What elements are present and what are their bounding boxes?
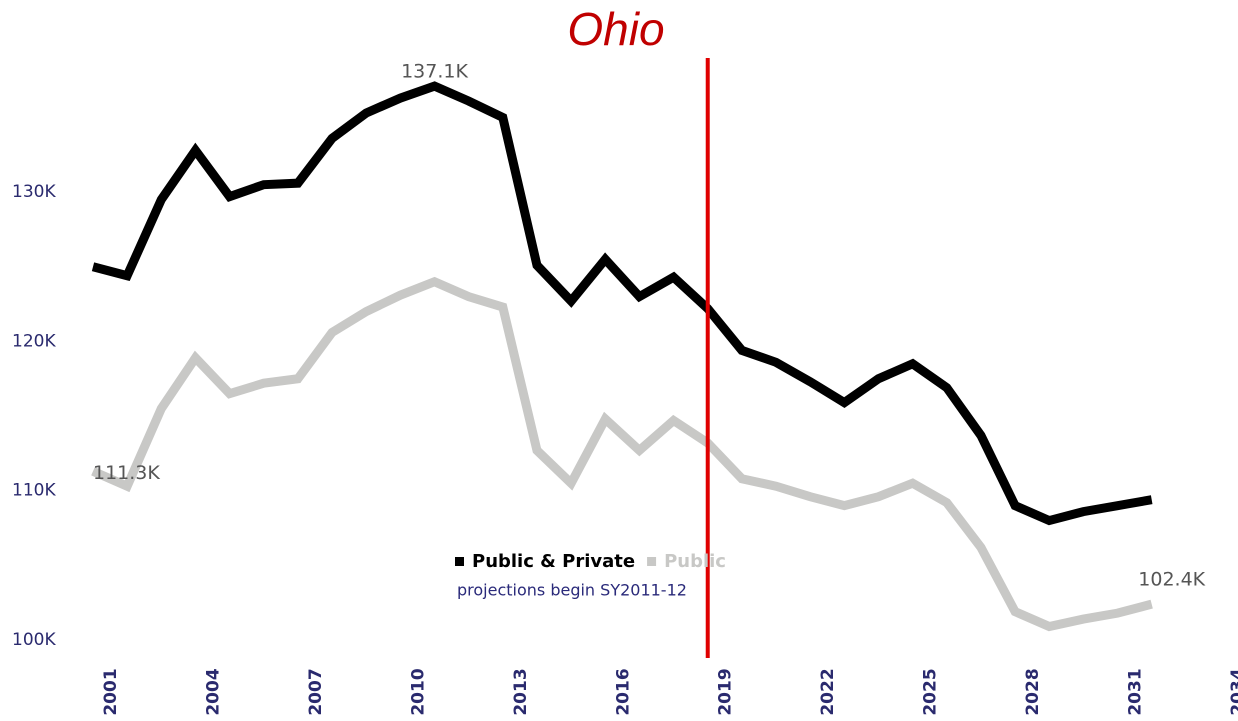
x-tick-label: 2025 [921, 668, 941, 715]
x-tick-label: 2013 [511, 668, 531, 715]
data-label: 111.3K [93, 462, 160, 484]
y-tick-label: 100K [12, 630, 56, 650]
data-label: 137.1K [401, 61, 468, 83]
x-tick-label: 2028 [1023, 668, 1043, 715]
x-tick-label: 2004 [203, 668, 223, 715]
chart-title: Ohio [567, 3, 664, 55]
x-tick-label: 2022 [818, 668, 838, 715]
x-tick-label: 2034 [1228, 668, 1238, 715]
y-tick-label: 110K [12, 481, 56, 501]
x-tick-label: 2010 [408, 668, 428, 715]
x-tick-label: 2001 [101, 668, 121, 715]
series-line [91, 81, 1153, 526]
data-label: 102.4K [1138, 569, 1205, 591]
legend-label: Public [664, 551, 726, 572]
series-line [91, 276, 1153, 632]
x-tick-label: 2007 [306, 668, 326, 715]
legend-swatch [455, 557, 464, 566]
y-tick-label: 130K [12, 182, 56, 202]
x-tick-label: 2019 [716, 668, 736, 715]
legend-swatch [647, 557, 657, 566]
note: projections begin SY2011-12 [457, 581, 687, 600]
y-tick-label: 120K [12, 331, 56, 351]
x-tick-label: 2016 [613, 668, 633, 715]
legend-label: Public & Private [472, 551, 635, 572]
x-tick-label: 2031 [1126, 668, 1146, 715]
